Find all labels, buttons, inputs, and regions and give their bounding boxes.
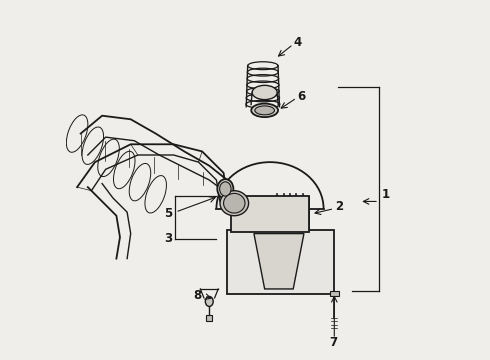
Bar — [231, 196, 309, 232]
Ellipse shape — [223, 193, 245, 213]
Bar — [206, 315, 212, 321]
Text: 5: 5 — [164, 207, 172, 220]
Ellipse shape — [252, 85, 277, 100]
Bar — [330, 291, 339, 296]
Bar — [227, 230, 334, 294]
Text: 7: 7 — [330, 336, 338, 349]
Text: 2: 2 — [336, 200, 343, 213]
Ellipse shape — [220, 182, 231, 196]
Text: 3: 3 — [164, 233, 172, 246]
Ellipse shape — [205, 296, 213, 306]
Ellipse shape — [220, 191, 248, 216]
Ellipse shape — [251, 104, 278, 117]
Text: 8: 8 — [194, 288, 202, 302]
Ellipse shape — [218, 179, 233, 199]
Ellipse shape — [255, 106, 274, 115]
Text: 6: 6 — [297, 90, 306, 103]
Text: 1: 1 — [382, 188, 390, 201]
Polygon shape — [254, 234, 304, 289]
Text: 4: 4 — [294, 36, 302, 49]
